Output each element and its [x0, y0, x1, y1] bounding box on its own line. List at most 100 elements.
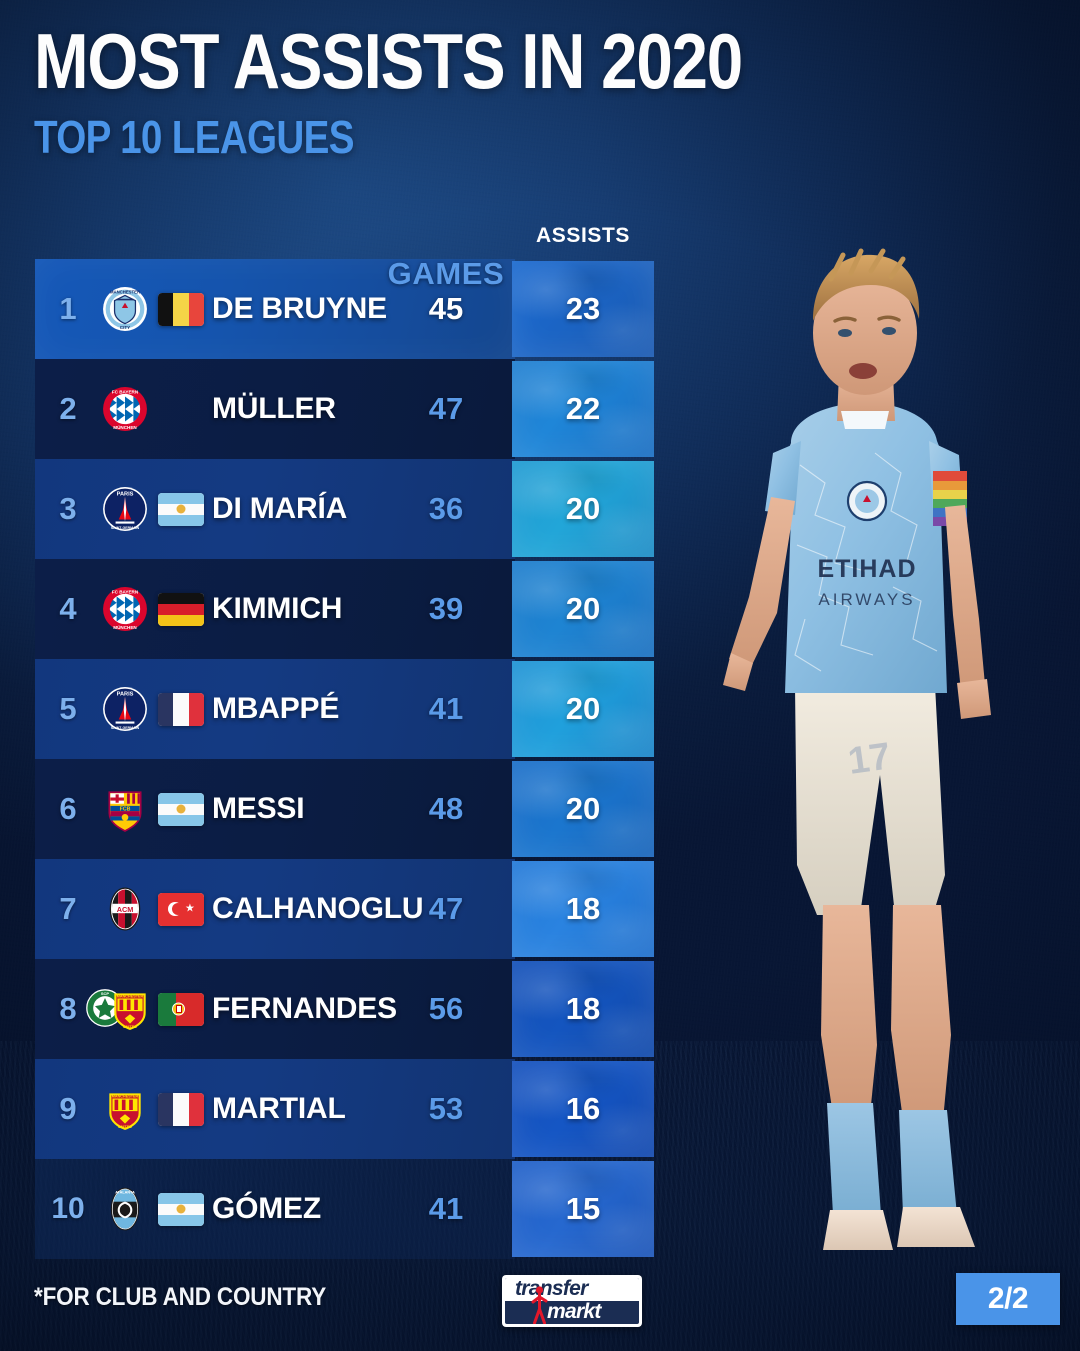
- table-row[interactable]: 7 ACM ★ CALH: [0, 859, 1080, 959]
- logo-inner: transfer markt: [505, 1278, 639, 1324]
- svg-text:FC BAYERN: FC BAYERN: [112, 389, 139, 394]
- page-title: MOST ASSISTS IN 2020: [34, 17, 743, 105]
- player-name: CALHANOGLU: [212, 892, 424, 925]
- svg-text:CITY: CITY: [120, 325, 130, 330]
- transfermarkt-logo[interactable]: transfer markt: [502, 1275, 642, 1327]
- rank-number: 6: [59, 791, 77, 826]
- logo-top-band: transfer: [505, 1278, 639, 1301]
- svg-text:MANCHESTER: MANCHESTER: [112, 1095, 139, 1099]
- svg-text:MANCHESTER: MANCHESTER: [117, 995, 144, 999]
- assists-value: 22: [512, 361, 654, 457]
- games-value: 36: [428, 491, 464, 526]
- games-value: 48: [428, 791, 464, 826]
- club-crest-icon: FCB: [95, 759, 155, 859]
- column-headers: GAMES ASSISTS: [0, 224, 1080, 291]
- assists-value: 20: [512, 661, 654, 757]
- country-flag-icon: ★: [158, 859, 214, 959]
- player-name: DE BRUYNE: [212, 292, 387, 325]
- assists-value: 18: [512, 861, 654, 957]
- country-flag-icon: [158, 559, 214, 659]
- club-crest-icon: SCP MANCHESTER UNITED: [84, 959, 166, 1059]
- svg-text:UNITED: UNITED: [123, 1025, 137, 1029]
- player-name: GÓMEZ: [212, 1192, 321, 1225]
- table-row[interactable]: 10 ATALANTA: [0, 1159, 1080, 1259]
- svg-text:SAINT-GERMAIN: SAINT-GERMAIN: [111, 526, 140, 530]
- country-flag-icon: [158, 1059, 214, 1159]
- svg-text:ACM: ACM: [117, 905, 134, 914]
- table-row[interactable]: 3 PARIS SAINT-GERMAIN: [0, 459, 1080, 559]
- rank-number: 9: [59, 1091, 77, 1126]
- svg-text:UNITED: UNITED: [118, 1125, 132, 1129]
- country-flag-icon: [158, 659, 214, 759]
- club-crest-icon: FC BAYERN MÜNCHEN: [95, 359, 155, 459]
- svg-text:AIRWAYS: AIRWAYS: [818, 590, 915, 609]
- table-row[interactable]: 4 FC BAYERN MÜNCHEN: [0, 559, 1080, 659]
- page-subtitle: TOP 10 LEAGUES: [34, 110, 355, 163]
- country-flag-icon: [158, 259, 214, 359]
- assists-value: 20: [512, 761, 654, 857]
- assists-value: 20: [512, 561, 654, 657]
- games-value: 47: [428, 391, 464, 426]
- country-flag-icon: [158, 459, 214, 559]
- column-header-assists: ASSISTS: [535, 224, 631, 247]
- table-row[interactable]: 6 FCB: [0, 759, 1080, 859]
- games-value: 47: [428, 891, 464, 926]
- rank-number: 4: [59, 591, 77, 626]
- table-row[interactable]: 8 SCP MANCHESTER UNITED: [0, 959, 1080, 1059]
- club-crest-icon: ACM: [95, 859, 155, 959]
- table-row[interactable]: 5 PARIS SAINT-GERMAIN MBAPPÉ 41 20: [0, 659, 1080, 759]
- club-crest-icon: MANCHESTER UNITED: [95, 1059, 155, 1159]
- games-value: 45: [428, 291, 464, 326]
- svg-text:PARIS: PARIS: [117, 691, 134, 697]
- country-flag-icon: [158, 1159, 214, 1259]
- player-name: MESSI: [212, 792, 305, 825]
- svg-text:ETIHAD: ETIHAD: [817, 555, 916, 583]
- player-name: MARTIAL: [212, 1092, 346, 1125]
- player-photo: ETIHAD AIRWAYS 17: [645, 215, 1080, 1275]
- svg-text:MÜNCHEN: MÜNCHEN: [113, 424, 137, 430]
- country-flag-icon: [158, 959, 214, 1059]
- games-value: 53: [428, 1091, 464, 1126]
- club-crest-icon: PARIS SAINT-GERMAIN: [95, 659, 155, 759]
- rank-number: 7: [59, 891, 77, 926]
- page-indicator: 2/2: [956, 1273, 1060, 1325]
- rank-number: 5: [59, 691, 77, 726]
- rank-number: 1: [59, 291, 77, 326]
- club-crest-icon: MANCHESTER CITY: [95, 259, 155, 359]
- svg-text:MÜNCHEN: MÜNCHEN: [113, 624, 137, 630]
- svg-text:17: 17: [845, 735, 893, 782]
- footnote: *FOR CLUB AND COUNTRY: [34, 1283, 327, 1311]
- svg-text:PARIS: PARIS: [117, 491, 134, 497]
- games-value: 56: [428, 991, 464, 1026]
- player-name: MÜLLER: [212, 392, 336, 425]
- svg-text:ATALANTA: ATALANTA: [115, 1190, 135, 1194]
- assists-value: 18: [512, 961, 654, 1057]
- table-row[interactable]: 9 MANCHESTER UNITED MARTIAL 53 16: [0, 1059, 1080, 1159]
- assists-value: 20: [512, 461, 654, 557]
- svg-text:FCB: FCB: [120, 806, 131, 812]
- svg-text:MANCHESTER: MANCHESTER: [110, 290, 140, 295]
- table-row[interactable]: 2 FC BAYERN MÜNCHEN MÜLLER 47 22: [0, 359, 1080, 459]
- rank-number: 10: [51, 1192, 85, 1225]
- svg-text:FC BAYERN: FC BAYERN: [112, 589, 139, 594]
- player-name: FERNANDES: [212, 992, 397, 1025]
- games-value: 41: [428, 1191, 464, 1226]
- games-value: 41: [428, 691, 464, 726]
- assists-value: 15: [512, 1161, 654, 1257]
- assists-value: 16: [512, 1061, 654, 1157]
- runner-figure-icon: [531, 1286, 548, 1324]
- page-footer: *FOR CLUB AND COUNTRY transfer markt 2/2: [0, 1261, 1080, 1351]
- logo-bottom-band: markt: [505, 1300, 639, 1324]
- column-header-games: GAMES: [387, 256, 505, 291]
- logo-text-markt: markt: [547, 1300, 601, 1324]
- games-value: 39: [428, 591, 464, 626]
- club-crest-icon: FC BAYERN MÜNCHEN: [95, 559, 155, 659]
- assists-value: 23: [512, 261, 654, 357]
- player-name: DI MARÍA: [212, 492, 348, 525]
- svg-text:SAINT-GERMAIN: SAINT-GERMAIN: [111, 726, 140, 730]
- player-name: KIMMICH: [212, 592, 343, 625]
- table-row[interactable]: 1 MANCHESTER CITY DE BRUYNE 45 2: [0, 259, 1080, 359]
- svg-text:SCP: SCP: [101, 991, 110, 996]
- rank-number: 8: [59, 991, 77, 1026]
- player-name: MBAPPÉ: [212, 692, 340, 725]
